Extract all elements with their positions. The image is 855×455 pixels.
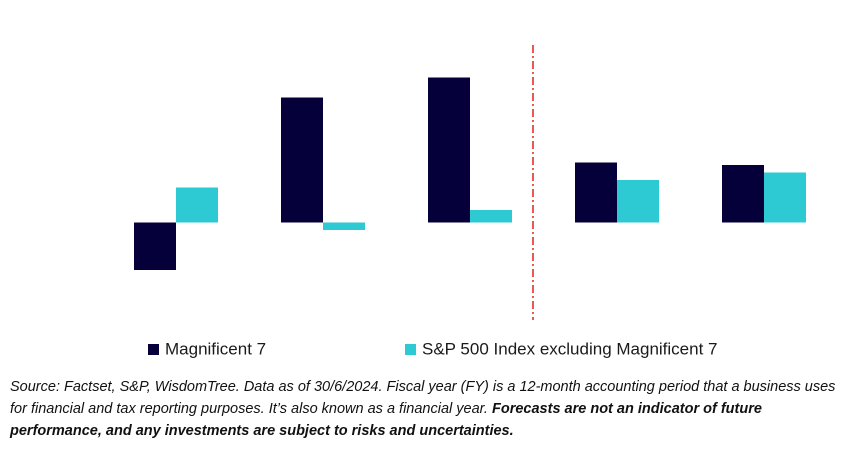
legend-label: S&P 500 Index excluding Magnificent 7 — [422, 339, 718, 358]
bar — [134, 222, 176, 270]
legend-swatch — [405, 344, 416, 355]
footnote: Source: Factset, S&P, WisdomTree. Data a… — [10, 376, 850, 442]
chart: Magnificent 7 S&P 500 Index excluding Mag… — [134, 45, 806, 358]
bar — [323, 222, 365, 230]
bar — [764, 172, 806, 223]
bar — [176, 187, 218, 223]
legend-swatch — [148, 344, 159, 355]
bar — [281, 97, 323, 223]
bar — [470, 210, 512, 223]
footnote-bold: Forecasts are not an indicator of future… — [10, 401, 762, 439]
bar — [722, 165, 764, 223]
bar — [575, 162, 617, 223]
bar — [428, 77, 470, 223]
bar — [617, 180, 659, 223]
footnote-text: Source: Factset, S&P, WisdomTree. Data a… — [10, 379, 836, 417]
legend-label: Magnificent 7 — [165, 339, 266, 358]
